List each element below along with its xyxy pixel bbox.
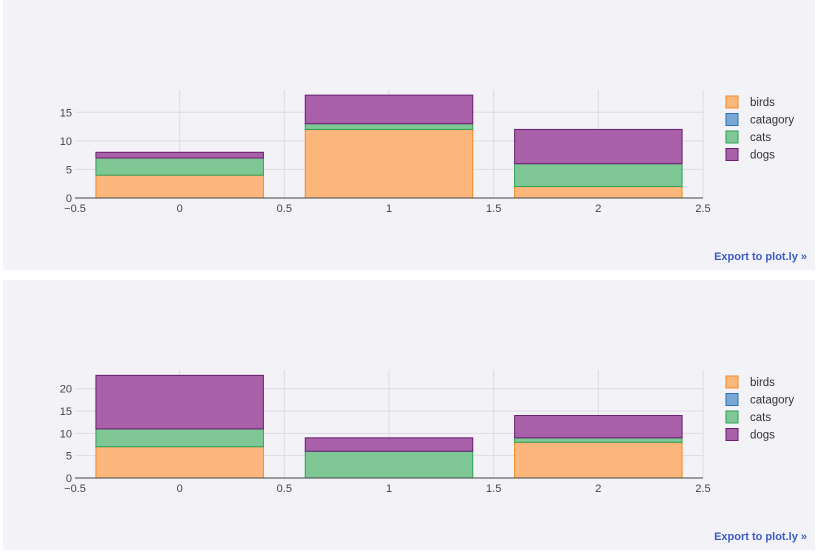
x-tick-label: 1: [386, 203, 392, 215]
y-tick-label: 10: [60, 428, 72, 440]
x-tick-label: 2: [595, 483, 601, 495]
y-tick-label: 15: [60, 406, 72, 418]
chart-panel-2: −0.5 0 0.5 1 1.5 2 2.5 0 5 10 15 20 birds catagory cat…: [3, 280, 815, 550]
legend-swatch-catagory: [725, 113, 739, 126]
bar-dogs-2[interactable]: [514, 415, 683, 439]
x-tick-label: −0.5: [64, 203, 86, 215]
bar-cats-0[interactable]: [95, 428, 264, 448]
bar-chart-2: −0.5 0 0.5 1 1.5 2 2.505101520birdscatagorycat…: [60, 370, 794, 495]
x-tick-label: 2: [595, 203, 601, 215]
x-tick-label: 1.5: [486, 483, 501, 495]
x-tick-label: 2.5: [695, 203, 710, 215]
legend-swatch-catagory: [725, 393, 739, 406]
legend-label-cats: cats: [750, 412, 771, 424]
export-to-plotly-link[interactable]: Export to plot.ly »: [714, 531, 807, 543]
x-tick-label: −0.5: [64, 483, 86, 495]
bar-birds-1[interactable]: [304, 128, 474, 199]
bar-dogs-0[interactable]: [95, 151, 264, 159]
legend-swatch-cats: [725, 410, 739, 424]
bar-dogs-1[interactable]: [304, 94, 474, 125]
chart-panel-1: −0.5 0 0.5 1 1.5 2 2.5 0 5 10 15 birds catagory cats d…: [3, 0, 815, 270]
legend-item-cats[interactable]: cats: [725, 410, 771, 424]
bar-dogs-0[interactable]: [95, 374, 264, 430]
legend-swatch-birds: [725, 375, 739, 389]
legend-swatch-birds: [725, 95, 739, 109]
bar-chart-1: −0.5 0 0.5 1 1.5 2 2.5051015birdscatagorycatsd…: [60, 90, 794, 215]
y-tick-label: 5: [66, 451, 72, 463]
y-tick-label: 0: [66, 473, 72, 485]
x-tick-label: 0: [177, 483, 183, 495]
legend-swatch-cats: [725, 130, 739, 144]
y-tick-label: 5: [66, 164, 72, 176]
legend-label-dogs: dogs: [750, 150, 775, 162]
bar-birds-2[interactable]: [514, 441, 683, 479]
legend-item-dogs[interactable]: dogs: [725, 428, 775, 442]
x-tick-label: 0: [177, 203, 183, 215]
bar-cats-0[interactable]: [95, 157, 264, 176]
bar-birds-2[interactable]: [514, 186, 683, 199]
legend-item-birds[interactable]: birds: [725, 375, 775, 389]
bar-birds-0[interactable]: [95, 174, 264, 199]
legend-swatch-dogs: [725, 428, 739, 441]
bar-cats-2[interactable]: [514, 437, 683, 443]
x-tick-label: 2.5: [695, 483, 710, 495]
x-tick-label: 0.5: [277, 203, 292, 215]
bar-cats-1[interactable]: [304, 450, 474, 479]
bar-cats-2[interactable]: [514, 163, 683, 188]
x-tick-label: 1.5: [486, 203, 501, 215]
legend-label-birds: birds: [750, 377, 775, 389]
legend-label-catagory: catagory: [750, 395, 794, 407]
bar-dogs-1[interactable]: [304, 437, 474, 452]
bar-dogs-2[interactable]: [514, 128, 683, 165]
x-tick-label: 0.5: [277, 483, 292, 495]
legend-item-birds[interactable]: birds: [725, 95, 775, 109]
y-tick-label: 15: [60, 107, 72, 119]
y-tick-label: 0: [66, 193, 72, 205]
legend-label-birds: birds: [750, 97, 775, 109]
legend: birds catagory cats dogs: [725, 95, 794, 162]
legend-label-cats: cats: [750, 132, 771, 144]
legend-item-cats[interactable]: cats: [725, 130, 771, 144]
export-to-plotly-link[interactable]: Export to plot.ly »: [714, 251, 807, 263]
legend: birds catagory cats dogs: [725, 375, 794, 442]
legend-item-dogs[interactable]: dogs: [725, 148, 775, 162]
legend-swatch-dogs: [725, 148, 739, 161]
bar-birds-0[interactable]: [95, 446, 264, 479]
legend-item-catagory[interactable]: catagory: [725, 113, 794, 127]
x-tick-label: 1: [386, 483, 392, 495]
legend-item-catagory[interactable]: catagory: [725, 393, 794, 407]
y-tick-label: 10: [60, 136, 72, 148]
legend-label-dogs: dogs: [750, 430, 775, 442]
bars: [95, 374, 683, 479]
y-tick-label: 20: [60, 384, 72, 396]
bar-cats-1[interactable]: [304, 123, 474, 130]
legend-label-catagory: catagory: [750, 115, 794, 127]
bars: [95, 94, 683, 199]
